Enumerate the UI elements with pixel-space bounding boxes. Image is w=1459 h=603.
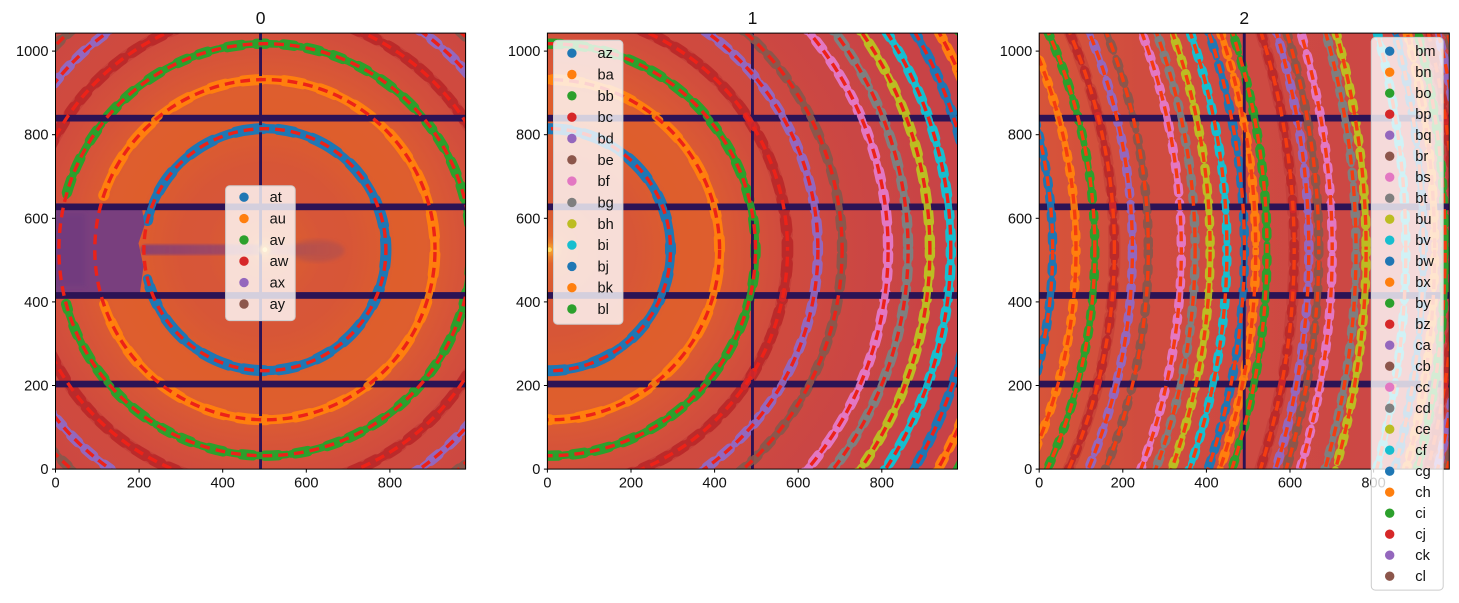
svg-text:800: 800 xyxy=(378,476,402,492)
svg-text:0: 0 xyxy=(256,8,266,28)
svg-text:1000: 1000 xyxy=(508,44,540,60)
svg-text:cd: cd xyxy=(1415,401,1430,417)
svg-text:bp: bp xyxy=(1415,107,1431,123)
svg-text:av: av xyxy=(270,233,286,249)
svg-text:bb: bb xyxy=(598,89,614,105)
svg-text:200: 200 xyxy=(1008,379,1032,395)
svg-text:0: 0 xyxy=(1035,476,1043,492)
svg-text:0: 0 xyxy=(532,462,540,478)
svg-text:bh: bh xyxy=(598,217,614,233)
svg-text:600: 600 xyxy=(1278,476,1302,492)
svg-text:aw: aw xyxy=(270,254,289,270)
svg-text:bu: bu xyxy=(1415,212,1431,228)
svg-text:br: br xyxy=(1415,149,1428,165)
svg-text:bx: bx xyxy=(1415,275,1431,291)
svg-text:bi: bi xyxy=(598,238,609,254)
svg-text:1000: 1000 xyxy=(1000,44,1032,60)
svg-text:cl: cl xyxy=(1415,569,1426,585)
svg-text:bv: bv xyxy=(1415,233,1431,249)
svg-text:bm: bm xyxy=(1415,44,1435,60)
svg-text:800: 800 xyxy=(870,476,894,492)
svg-text:0: 0 xyxy=(51,476,59,492)
svg-text:bg: bg xyxy=(598,195,614,211)
svg-text:ax: ax xyxy=(270,276,286,292)
svg-text:bj: bj xyxy=(598,259,609,275)
svg-text:800: 800 xyxy=(24,128,48,144)
svg-text:bl: bl xyxy=(598,302,609,318)
svg-text:by: by xyxy=(1415,296,1431,312)
svg-text:ay: ay xyxy=(270,297,286,313)
svg-text:ci: ci xyxy=(1415,506,1426,522)
svg-text:400: 400 xyxy=(702,476,726,492)
svg-text:400: 400 xyxy=(1008,295,1032,311)
svg-text:200: 200 xyxy=(24,379,48,395)
svg-text:0: 0 xyxy=(543,476,551,492)
svg-text:0: 0 xyxy=(1024,462,1032,478)
svg-text:600: 600 xyxy=(294,476,318,492)
svg-text:cb: cb xyxy=(1415,359,1430,375)
svg-text:800: 800 xyxy=(1008,128,1032,144)
svg-text:bo: bo xyxy=(1415,86,1431,102)
svg-text:1: 1 xyxy=(748,8,758,28)
svg-text:cf: cf xyxy=(1415,443,1427,459)
svg-text:bn: bn xyxy=(1415,65,1431,81)
svg-text:200: 200 xyxy=(619,476,643,492)
svg-text:2: 2 xyxy=(1239,8,1249,28)
svg-text:ca: ca xyxy=(1415,338,1431,354)
svg-text:ck: ck xyxy=(1415,548,1430,564)
svg-text:ba: ba xyxy=(598,68,615,84)
svg-text:bw: bw xyxy=(1415,254,1434,270)
svg-text:cj: cj xyxy=(1415,527,1426,543)
svg-text:1000: 1000 xyxy=(16,44,48,60)
svg-text:600: 600 xyxy=(1008,211,1032,227)
svg-text:bd: bd xyxy=(598,132,614,148)
svg-text:be: be xyxy=(598,153,614,169)
svg-text:cg: cg xyxy=(1415,464,1430,480)
svg-text:bt: bt xyxy=(1415,191,1427,207)
svg-text:0: 0 xyxy=(40,462,48,478)
svg-text:bf: bf xyxy=(598,174,611,190)
svg-text:cc: cc xyxy=(1415,380,1430,396)
svg-text:400: 400 xyxy=(24,295,48,311)
svg-text:400: 400 xyxy=(1194,476,1218,492)
svg-text:au: au xyxy=(270,212,286,228)
svg-text:200: 200 xyxy=(127,476,151,492)
svg-text:bs: bs xyxy=(1415,170,1430,186)
svg-text:200: 200 xyxy=(516,379,540,395)
svg-text:800: 800 xyxy=(516,128,540,144)
svg-text:bk: bk xyxy=(598,281,614,297)
svg-text:at: at xyxy=(270,190,282,206)
svg-text:bc: bc xyxy=(598,110,613,126)
svg-text:ce: ce xyxy=(1415,422,1430,438)
svg-text:600: 600 xyxy=(786,476,810,492)
svg-text:200: 200 xyxy=(1111,476,1135,492)
svg-text:bz: bz xyxy=(1415,317,1430,333)
svg-text:600: 600 xyxy=(24,211,48,227)
svg-text:600: 600 xyxy=(516,211,540,227)
svg-text:ch: ch xyxy=(1415,485,1430,501)
svg-text:400: 400 xyxy=(211,476,235,492)
svg-text:az: az xyxy=(598,46,613,62)
svg-text:bq: bq xyxy=(1415,128,1431,144)
svg-text:400: 400 xyxy=(516,295,540,311)
